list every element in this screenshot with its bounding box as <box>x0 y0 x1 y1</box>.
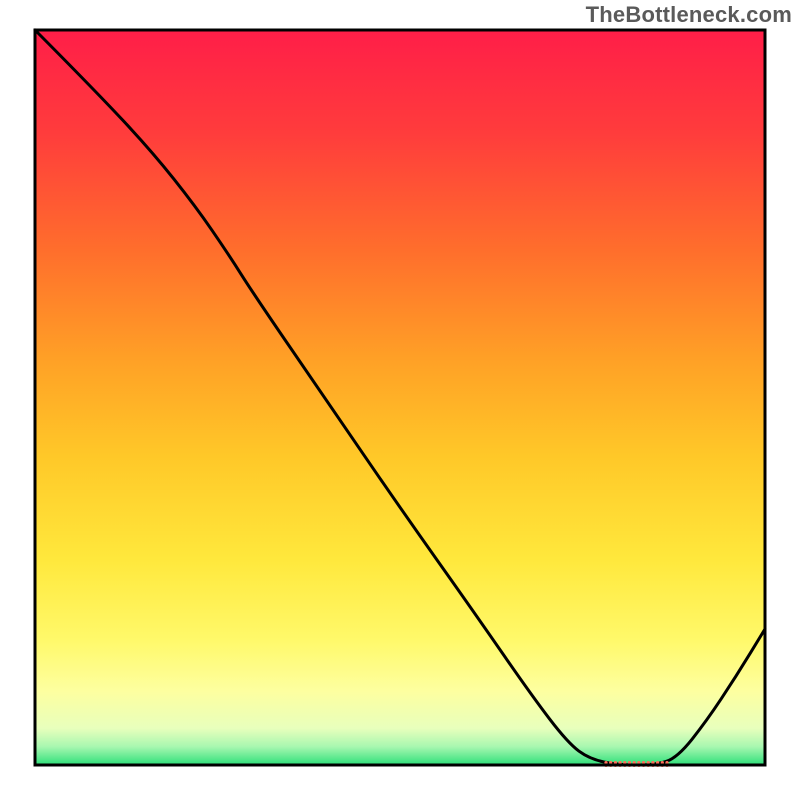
bottleneck-chart <box>0 0 800 800</box>
chart-container: TheBottleneck.com <box>0 0 800 800</box>
chart-background <box>35 30 765 765</box>
watermark-text: TheBottleneck.com <box>586 2 792 28</box>
